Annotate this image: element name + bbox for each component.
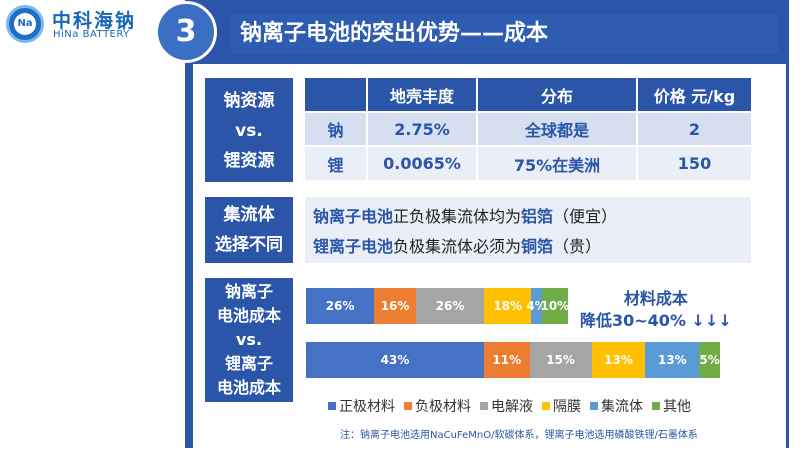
note-text: （贵）	[553, 237, 602, 256]
note-text: （便宜）	[553, 207, 618, 226]
cost-label-line: vs.	[235, 330, 263, 349]
bar-segment-label: 10%	[540, 299, 570, 313]
legend-swatch	[328, 402, 336, 410]
legend-swatch	[590, 402, 598, 410]
table-cell: 2	[637, 111, 751, 146]
bar-segment-label: 5%	[699, 353, 720, 367]
footnote: 注：钠离子电池选用NaCuFeMnO/软碳体系，锂离子电池选用磷酸铁锂/石墨体系	[340, 430, 698, 441]
bar-segment-label: 26%	[325, 299, 355, 313]
bar-segment: 11%	[484, 342, 530, 378]
legend-item: 隔膜	[542, 396, 581, 416]
table-header-cell: 地壳丰度	[367, 78, 478, 112]
legend-label: 隔膜	[553, 399, 581, 415]
table-cell: 150	[637, 145, 751, 180]
collector-label: 集流体 选择不同	[205, 197, 293, 263]
legend-item: 集流体	[590, 396, 643, 416]
bar-segment-label: 18%	[493, 299, 523, 313]
table-cell: 锂	[305, 145, 368, 180]
bar-segment: 10%	[540, 288, 570, 324]
legend-swatch	[652, 402, 660, 410]
legend-label: 集流体	[601, 399, 643, 415]
cost-label: 钠离子 电池成本 vs. 锂离子 电池成本	[205, 278, 293, 402]
bar-segment-label: 13%	[657, 353, 687, 367]
table-header-cell: 价格 元/kg	[637, 78, 751, 112]
bar-segment: 26%	[306, 288, 375, 324]
cost-label-line: 锂离子	[224, 354, 273, 373]
highlight-text: 铝箔	[521, 207, 554, 226]
table-row: 锂 0.0065% 75%在美洲 150	[305, 145, 751, 180]
section-number-badge: 3	[155, 1, 217, 63]
cost-note-line: 材料成本	[623, 289, 688, 308]
legend-item: 正极材料	[328, 396, 395, 416]
title-bar	[231, 14, 779, 54]
bar-segment: 18%	[484, 288, 532, 324]
cost-label-line: 电池成本	[216, 378, 281, 397]
cost-note-line: 降低30~40% ↓↓↓	[580, 311, 732, 330]
bar-segment: 43%	[306, 342, 485, 378]
bar-segment-label: 16%	[380, 299, 410, 313]
bar-segment: 4%	[526, 288, 547, 324]
slide-title: 钠离子电池的突出优势——成本	[240, 21, 549, 46]
collector-note-box: 钠离子电池正负极集流体均为铝箔（便宜） 锂离子电池负极集流体必须为铜箔（贵）	[305, 197, 751, 263]
chart-legend: 正极材料 负极材料 电解液 隔膜 集流体 其他	[328, 396, 691, 416]
highlight-text: 铜箔	[521, 237, 554, 256]
legend-label: 正极材料	[339, 399, 395, 415]
cost-label-line: 电池成本	[216, 306, 281, 325]
resource-label-line: vs.	[235, 121, 263, 141]
collector-label-line: 选择不同	[215, 235, 283, 255]
cost-label-line: 钠离子	[224, 282, 273, 301]
legend-swatch	[404, 402, 412, 410]
table-header-cell: 分布	[477, 78, 638, 112]
company-logo: Na 中科海钠 HiNa BATTERY	[6, 5, 181, 45]
table-header-cell	[305, 78, 368, 112]
legend-swatch	[542, 402, 550, 410]
resource-label-line: 钠资源	[223, 91, 275, 111]
legend-item: 电解液	[480, 396, 533, 416]
highlight-text: 锂离子电池	[313, 237, 394, 256]
logo-emblem-text: Na	[14, 13, 36, 35]
bar-segment: 13%	[645, 342, 700, 378]
bar-segment-label: 4%	[526, 299, 547, 313]
collector-line-sodium: 钠离子电池正负极集流体均为铝箔（便宜）	[313, 203, 617, 227]
resource-comparison-table: 地壳丰度 分布 价格 元/kg 钠 2.75% 全球都是 2 锂 0.0065%…	[305, 78, 751, 180]
bar-segment: 26%	[416, 288, 485, 324]
legend-label: 其他	[663, 399, 691, 415]
bar-segment: 13%	[591, 342, 646, 378]
bar-segment: 5%	[699, 342, 720, 378]
collector-label-line: 集流体	[223, 205, 275, 225]
note-text: 负极集流体必须为	[393, 237, 522, 256]
table-row: 钠 2.75% 全球都是 2	[305, 111, 751, 146]
bar-segment-label: 13%	[604, 353, 633, 367]
bar-segment-label: 15%	[546, 353, 575, 367]
cost-reduction-note: 材料成本 降低30~40% ↓↓↓	[580, 288, 732, 332]
legend-item: 其他	[652, 396, 691, 416]
bar-segment-label: 26%	[435, 299, 465, 313]
highlight-text: 钠离子电池	[313, 207, 394, 226]
lithium-cost-bar: 43% 11% 15% 13% 13% 5%	[306, 342, 720, 378]
note-text: 正负极集流体均为	[393, 207, 522, 226]
logo-chinese-name: 中科海钠	[52, 10, 137, 32]
table-header-row: 地壳丰度 分布 价格 元/kg	[305, 78, 751, 112]
legend-label: 电解液	[491, 399, 533, 415]
collector-line-lithium: 锂离子电池负极集流体必须为铜箔（贵）	[313, 233, 601, 257]
bar-segment: 15%	[529, 342, 592, 378]
legend-swatch	[480, 402, 488, 410]
legend-label: 负极材料	[415, 399, 471, 415]
sodium-cost-bar: 26% 16% 26% 18% 4% 10%	[306, 288, 570, 324]
bar-segment-label: 43%	[380, 353, 410, 367]
table-cell: 全球都是	[477, 111, 638, 146]
legend-item: 负极材料	[404, 396, 471, 416]
table-cell: 2.75%	[367, 111, 478, 146]
table-cell: 0.0065%	[367, 145, 478, 180]
bar-segment-label: 11%	[492, 353, 522, 367]
bar-segment: 16%	[374, 288, 417, 324]
table-cell: 钠	[305, 111, 368, 146]
resource-label: 钠资源 vs. 锂资源	[205, 78, 293, 182]
resource-label-line: 锂资源	[223, 151, 275, 171]
logo-emblem: Na	[6, 5, 44, 43]
table-cell: 75%在美洲	[477, 145, 638, 180]
logo-english-name: HiNa BATTERY	[53, 29, 130, 40]
